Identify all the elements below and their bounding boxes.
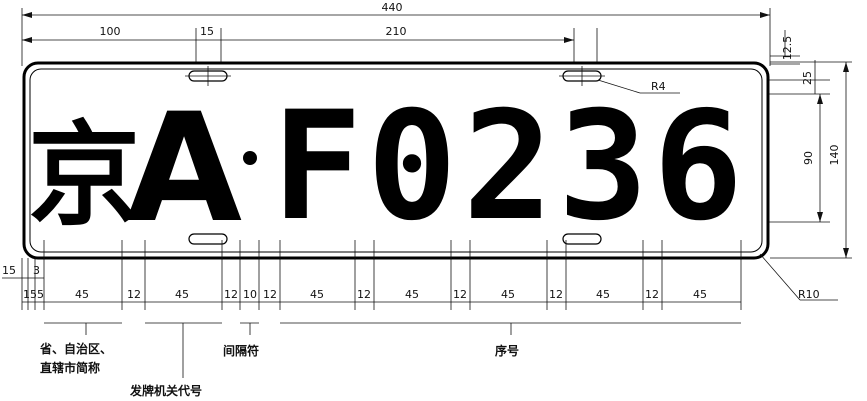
- separator-caption: 间隔符: [223, 343, 259, 358]
- left-to-slot-label: 100: [100, 25, 121, 38]
- province-caption-line2: 直辖市简称: [40, 360, 100, 375]
- char-width-label-7: 45: [693, 288, 707, 301]
- serial-char-1: F: [272, 80, 362, 254]
- character-extension-lines: [21, 240, 742, 310]
- serial-char-4: 3: [558, 80, 648, 254]
- mounting-slot-bottom-left: [188, 233, 228, 245]
- character-width-dimensions: 155 45 12 45 12 10 12 45 12 45 12 45 12 …: [22, 288, 741, 303]
- char-width-label-3: 45: [310, 288, 324, 301]
- left-margins-label: 155: [23, 288, 44, 301]
- char-width-label-1: 45: [75, 288, 89, 301]
- char-width-label-4: 45: [405, 288, 419, 301]
- serial-char-5: 6: [653, 80, 743, 254]
- authority-caption: 发牌机关代号: [129, 383, 202, 398]
- edge-inner-label: 3: [33, 264, 40, 277]
- mounting-slot-bottom-right: [562, 233, 602, 245]
- serial-char-2: 0: [367, 80, 457, 254]
- gap-label-7: 12: [645, 288, 659, 301]
- radius-callouts: R4 R10: [597, 79, 838, 301]
- edge-offset-dimension: 15 3: [2, 264, 44, 279]
- corner-radius-label: R10: [798, 288, 820, 301]
- separator-dot: [243, 151, 257, 165]
- top-margin-label: 25: [801, 71, 814, 85]
- top-offset-label: 12.5: [781, 36, 794, 61]
- group-captions: 省、自治区、 直辖市简称 发牌机关代号 间隔符 序号: [39, 322, 741, 398]
- gap-label-6: 12: [549, 288, 563, 301]
- slot-spacing-label: 210: [386, 25, 407, 38]
- gap-label-2: 12: [224, 288, 238, 301]
- gap-label-3: 12: [263, 288, 277, 301]
- authority-letter: A: [126, 82, 242, 256]
- plate-height-label: 140: [828, 145, 841, 166]
- char-width-label-2: 45: [175, 288, 189, 301]
- serial-caption: 序号: [495, 343, 519, 358]
- gap-label-5: 12: [453, 288, 467, 301]
- char-width-label-5: 45: [501, 288, 515, 301]
- char-width-label-6: 45: [596, 288, 610, 301]
- vertical-dimensions: 12.5 25 90 140: [600, 30, 852, 259]
- serial-char-3: 2: [463, 80, 553, 254]
- province-character: 京: [28, 111, 140, 241]
- license-plate: 京 A F 0 2 3 6: [22, 61, 770, 260]
- overall-width-dimension: 440: [21, 1, 771, 66]
- edge-offset-label: 15: [2, 264, 16, 277]
- slot-width-label: 15: [200, 25, 214, 38]
- separator-width-label: 10: [243, 288, 257, 301]
- slot-radius-label: R4: [651, 80, 666, 93]
- province-caption-line1: 省、自治区、: [39, 341, 112, 356]
- gap-label-4: 12: [357, 288, 371, 301]
- gap-label-1: 12: [127, 288, 141, 301]
- overall-width-label: 440: [382, 1, 403, 14]
- char-height-label: 90: [802, 151, 815, 165]
